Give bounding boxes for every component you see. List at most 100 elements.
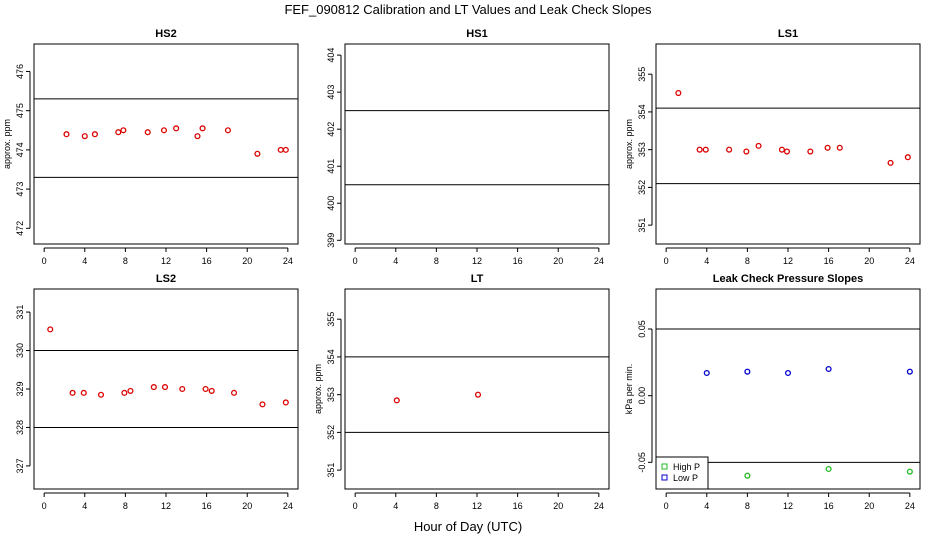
y-tick-label: 330 (15, 343, 25, 358)
data-point (173, 125, 180, 132)
x-tick-label: 12 (783, 501, 793, 511)
panel-title: LS1 (778, 28, 798, 40)
data-point (80, 389, 87, 396)
data-point (778, 146, 785, 153)
data-point (703, 369, 710, 377)
plot-frame (655, 43, 921, 245)
data-point (825, 365, 832, 373)
data-point (202, 385, 209, 393)
x-tick-label: 24 (283, 501, 293, 511)
data-point (63, 131, 70, 138)
x-tick-label: 20 (864, 501, 874, 511)
x-tick-label: 24 (905, 501, 915, 511)
data-point (144, 129, 151, 136)
x-tick-label: 12 (472, 501, 482, 511)
x-tick-label: 4 (82, 256, 87, 266)
data-point (150, 384, 157, 391)
x-tick-label: 24 (283, 256, 293, 266)
data-point (194, 133, 201, 140)
x-tick-label: 4 (393, 501, 398, 511)
y-axis-title: kPa per min. (624, 364, 634, 415)
panel-title: HS1 (466, 28, 487, 40)
y-tick-label: 0.00 (637, 387, 647, 405)
plot-frame (655, 288, 921, 490)
y-axis-title: approx. ppm (313, 364, 323, 414)
y-tick-label: 352 (326, 425, 336, 440)
x-tick-label: 24 (594, 501, 604, 511)
data-point (784, 369, 792, 377)
y-tick-label: 354 (326, 349, 336, 364)
y-tick-label: 474 (15, 142, 25, 157)
x-tick-label: 8 (434, 256, 439, 266)
data-point (836, 144, 843, 151)
panel-lt: LT 0 4 8 12 16 20 24 351 352 353 354 355 approx. ppm (313, 273, 610, 511)
data-point (47, 326, 54, 333)
data-point (179, 385, 186, 393)
panel-ls1: LS1 0 4 8 12 16 20 24 351 352 353 354 355 approx. ppm (624, 28, 921, 266)
figure-title: FEF_090812 Calibration and LT Values and… (284, 2, 652, 17)
data-point (282, 146, 289, 153)
data-point (127, 387, 134, 394)
y-tick-label: -0.05 (637, 452, 647, 473)
data-point (199, 125, 206, 132)
y-tick-label: 352 (637, 180, 647, 195)
data-point (807, 148, 814, 155)
data-point (783, 148, 791, 155)
y-tick-label: 327 (15, 458, 25, 473)
data-point (161, 384, 169, 391)
panel-title: Leak Check Pressure Slopes (713, 273, 863, 285)
legend-label: Low P (673, 473, 698, 483)
panel-title: LS2 (156, 273, 176, 285)
data-point (277, 146, 284, 153)
x-tick-label: 0 (353, 256, 358, 266)
panel-leak-check-pressure-slopes: Leak Check Pressure Slopes 0 4 8 12 16 20 24 -0.… (624, 273, 921, 511)
x-tick-label: 8 (123, 256, 128, 266)
y-tick-label: 404 (326, 48, 336, 63)
data-point (81, 133, 88, 140)
legend-box (655, 456, 709, 490)
data-point (755, 142, 762, 149)
panel-hs1: HS1 0 4 8 12 16 20 24 399 400 401 402 403 404 (326, 28, 610, 266)
x-tick-label: 16 (824, 501, 834, 511)
y-axis-title: approx. ppm (2, 119, 12, 169)
legend-marker (661, 463, 668, 470)
data-point (254, 150, 261, 157)
y-axis-title: approx. ppm (624, 119, 634, 169)
y-tick-label: 331 (15, 305, 25, 320)
y-tick-label: 400 (326, 196, 336, 211)
data-point (474, 391, 482, 398)
x-tick-label: 12 (161, 501, 171, 511)
data-point (115, 129, 122, 136)
y-tick-label: 402 (326, 122, 336, 137)
data-point (224, 127, 231, 134)
data-point (208, 387, 215, 394)
x-tick-label: 20 (864, 256, 874, 266)
x-tick-label: 16 (513, 501, 523, 511)
panel-hs2: HS2 0 4 8 12 16 20 24 472 473 474 475 476 approx. ppm (2, 28, 299, 266)
legend-label: High P (673, 462, 700, 472)
y-tick-label: 355 (326, 312, 336, 327)
y-tick-label: 475 (15, 103, 25, 118)
data-point (69, 389, 76, 396)
x-tick-label: 16 (824, 256, 834, 266)
x-tick-label: 0 (353, 501, 358, 511)
x-tick-label: 4 (82, 501, 87, 511)
x-tick-label: 4 (704, 256, 709, 266)
x-tick-label: 12 (161, 256, 171, 266)
plot-frame (344, 43, 610, 245)
x-tick-label: 16 (202, 501, 212, 511)
x-tick-label: 8 (434, 501, 439, 511)
legend-marker (661, 474, 668, 481)
x-axis-label: Hour of Day (UTC) (414, 519, 522, 534)
data-point (282, 399, 289, 406)
x-tick-label: 8 (123, 501, 128, 511)
y-tick-label: 328 (15, 420, 25, 435)
y-tick-label: 353 (637, 142, 647, 157)
x-tick-label: 0 (42, 501, 47, 511)
data-point (160, 127, 168, 134)
data-point (91, 131, 98, 138)
data-point (887, 159, 894, 166)
data-point (744, 368, 751, 375)
x-tick-label: 24 (594, 256, 604, 266)
